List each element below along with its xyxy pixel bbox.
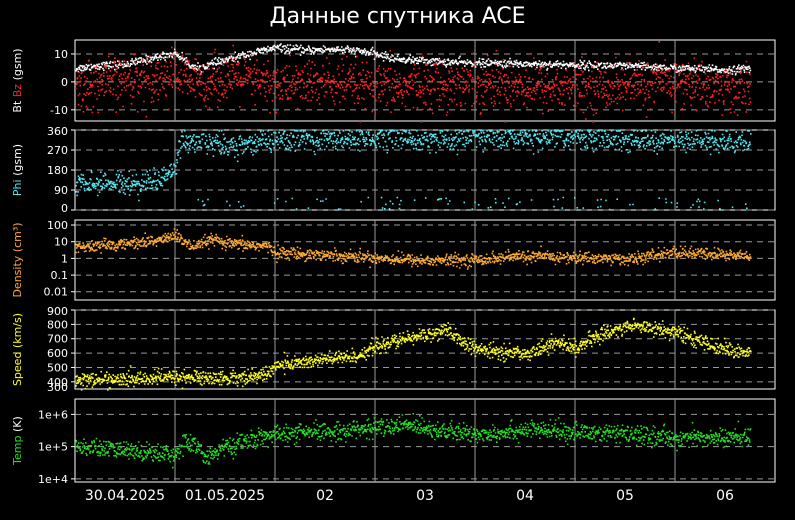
y-tick-label: 0.01 [44,286,69,299]
y-axis-label-4: Temp (K) [11,416,24,466]
y-tick-label: 1e+5 [38,441,68,454]
series-speed [75,317,752,391]
data-points-bt [75,43,752,76]
y-tick-label: 0 [61,76,68,89]
y-tick-label: 1e+6 [38,408,68,421]
y-tick-label: 1 [61,252,68,265]
y-tick-label: 800 [47,318,68,331]
y-tick-label: 360 [47,125,68,138]
y-axis-label-part: Bz [11,84,24,101]
y-axis-label-2: Density (cm³) [11,222,24,297]
panel-frame-0 [74,39,776,122]
y-axis-label-part: Density [11,255,24,297]
y-tick-label: 10 [54,48,68,61]
x-tick-label: 30.04.2025 [85,488,165,504]
y-axis-label-part: (cm³) [11,222,24,255]
y-tick-label: 700 [47,333,68,346]
x-tick-label: 01.05.2025 [185,488,265,504]
y-tick-label: 10 [54,236,68,249]
y-tick-label: 90 [54,184,68,197]
y-axis-label-part: (gsm) [11,48,24,84]
data-points-temp [75,413,752,469]
y-tick-label: -10 [50,104,68,117]
y-axis-label-part: (km/s) [11,313,24,352]
y-axis-label-0: Bt Bz (gsm) [11,48,24,112]
x-tick-label: 06 [716,488,734,504]
data-points-speed [75,317,752,391]
y-axis-label-1: Phi (gsm) [11,144,24,196]
chart-title: Данные спутника ACE [269,4,526,29]
x-tick-label: 03 [416,488,434,504]
y-axis-label-part: Speed [11,352,24,386]
data-points-density [75,228,752,270]
series-density [75,228,752,270]
y-tick-label: 400 [47,376,68,389]
x-tick-label: 04 [516,488,534,504]
y-tick-label: 300 [47,381,68,394]
y-axis-label-part: (K) [11,416,24,435]
y-axis-label-part: (gsm) [11,144,24,180]
y-tick-label: 270 [47,144,68,157]
y-tick-label: 100 [47,219,68,232]
y-axis-label-part: Bt [11,100,24,113]
y-axis-label-part: Phi [11,179,24,196]
panel-frame-3 [74,309,776,390]
x-tick-label: 05 [616,488,634,504]
y-tick-label: 0.1 [51,269,69,282]
series-bt [75,43,752,76]
panel-frame-2 [74,219,776,301]
y-tick-label: 180 [47,164,68,177]
series-temp [75,413,752,469]
y-axis-label-part: Temp [11,435,24,465]
x-tick-label: 02 [316,488,334,504]
y-axis-label-3: Speed (km/s) [11,313,24,386]
y-tick-label: 500 [47,361,68,374]
y-tick-label: 1e+4 [38,473,68,486]
y-tick-label: 600 [47,347,68,360]
y-tick-label: 0 [61,202,68,215]
y-tick-label: 900 [47,305,68,318]
panel-frame-4 [74,398,776,483]
